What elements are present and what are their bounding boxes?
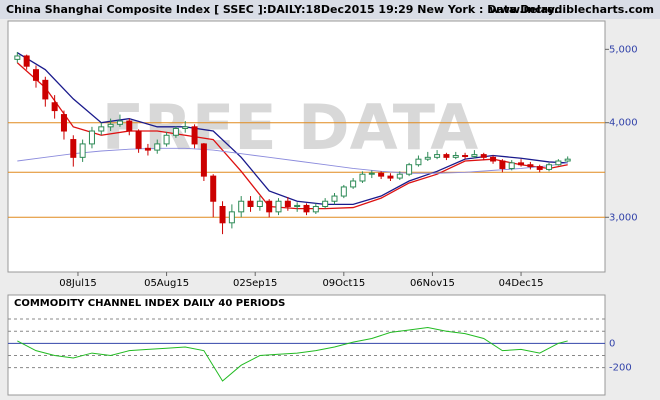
- candle-body: [163, 134, 170, 145]
- candle-body: [340, 186, 347, 197]
- candle-body: [546, 164, 553, 170]
- x-tick-label: 02Sep15: [233, 278, 277, 289]
- candle-body: [70, 139, 77, 158]
- candle-body: [275, 200, 282, 213]
- candle-body: [350, 180, 357, 188]
- candle-body: [415, 158, 422, 166]
- candle-body: [452, 155, 459, 158]
- y-tick-label: -200: [609, 363, 632, 374]
- candle-body: [508, 162, 515, 169]
- candle-body: [443, 154, 450, 158]
- candle-body: [378, 172, 385, 177]
- candle-body: [331, 195, 338, 202]
- candle-body: [60, 114, 67, 132]
- candle-body: [51, 102, 58, 112]
- candle-body: [368, 172, 375, 175]
- candle-body: [518, 162, 525, 166]
- candle-body: [322, 200, 329, 207]
- candle-body: [23, 55, 30, 67]
- candle-body: [396, 173, 403, 179]
- candle-body: [387, 175, 394, 179]
- candle-body: [359, 173, 366, 182]
- candle-body: [536, 166, 543, 170]
- candle-body: [424, 156, 431, 160]
- price-panel: [7, 20, 606, 273]
- candle-body: [182, 126, 189, 129]
- y-tick-label: 5,000: [609, 44, 638, 55]
- header-site: www.incrediblecharts.com: [490, 3, 654, 16]
- candle-body: [79, 143, 86, 158]
- candle-body: [303, 204, 310, 213]
- candle-body: [434, 154, 441, 158]
- candle-body: [256, 200, 263, 207]
- candle-body: [312, 205, 319, 213]
- x-tick-label: 09Oct15: [322, 278, 365, 289]
- candle-body: [238, 200, 245, 213]
- price-layer: 3,000 4,000 5,000 08Jul15 05Aug15 02Sep15 09Oc…: [8, 44, 638, 289]
- watermark: FREE DATA: [102, 91, 478, 164]
- candle-body: [98, 126, 105, 132]
- candle-body: [480, 154, 487, 158]
- candle-body: [219, 205, 226, 224]
- candle-body: [126, 120, 133, 132]
- cci-line: [17, 327, 568, 382]
- candle-body: [555, 160, 562, 166]
- header-bar: [0, 0, 660, 19]
- candle-body: [144, 147, 151, 151]
- x-tick-label: 04Dec15: [499, 278, 544, 289]
- candle-body: [462, 155, 469, 158]
- candle-body: [42, 79, 49, 100]
- x-tick-label: 06Nov15: [410, 278, 455, 289]
- candle-body: [471, 154, 478, 157]
- candle-body: [135, 130, 142, 149]
- y-tick-label: 0: [609, 338, 615, 349]
- candle-body: [266, 200, 273, 213]
- y-tick-label: 3,000: [609, 212, 638, 223]
- candle-body: [107, 123, 114, 128]
- candle-body: [284, 200, 291, 207]
- candle-body: [88, 130, 95, 145]
- candle-body: [200, 143, 207, 177]
- candle-body: [14, 55, 21, 60]
- candle-body: [210, 175, 217, 202]
- candle-body: [32, 69, 39, 81]
- candle-body: [527, 164, 534, 168]
- candle-body: [191, 126, 198, 145]
- cci-panel: [7, 294, 606, 396]
- header-title: China Shanghai Composite Index [ SSEC ]:…: [6, 3, 562, 16]
- candle-body: [406, 164, 413, 175]
- candle-body: [247, 200, 254, 207]
- candle-body: [490, 156, 497, 162]
- y-tick-label: 4,000: [609, 118, 638, 129]
- candle-body: [499, 160, 506, 169]
- candle-body: [116, 120, 123, 125]
- candle-body: [294, 204, 301, 207]
- candle-body: [228, 211, 235, 224]
- moving-average-line: [17, 147, 568, 174]
- x-tick-label: 05Aug15: [144, 278, 189, 289]
- candle-body: [172, 127, 179, 136]
- cci-layer: -200 0: [8, 318, 632, 382]
- candle-body: [564, 158, 571, 162]
- cci-title: COMMODITY CHANNEL INDEX DAILY 40 PERIODS: [14, 298, 285, 309]
- x-tick-label: 08Jul15: [59, 278, 97, 289]
- candle-body: [154, 143, 161, 151]
